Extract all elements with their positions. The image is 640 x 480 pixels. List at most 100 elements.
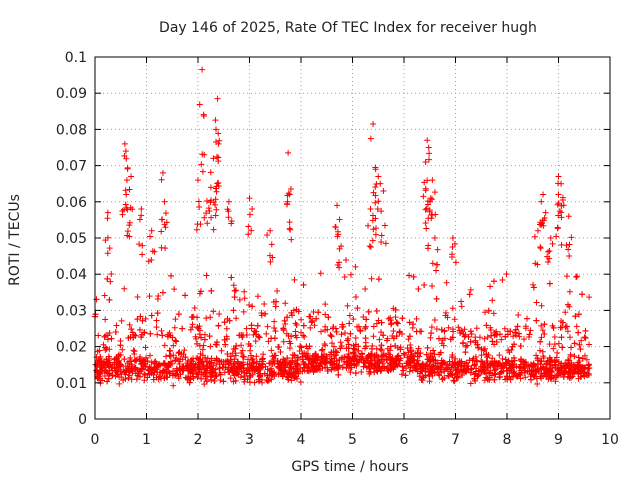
data-point xyxy=(577,346,584,353)
data-point xyxy=(104,360,111,367)
data-point xyxy=(159,289,166,296)
data-point xyxy=(96,364,103,371)
data-point xyxy=(358,350,365,357)
x-tick-label: 1 xyxy=(142,432,151,448)
data-point xyxy=(545,370,552,377)
data-point xyxy=(342,329,349,336)
data-point xyxy=(579,366,586,373)
data-point xyxy=(526,368,533,375)
data-point xyxy=(456,359,463,366)
data-point xyxy=(544,259,551,266)
data-point xyxy=(162,210,169,217)
data-point xyxy=(240,354,247,361)
data-point xyxy=(118,317,125,324)
data-point xyxy=(494,362,501,369)
data-point xyxy=(425,156,432,163)
data-point xyxy=(578,337,585,344)
data-point xyxy=(166,347,173,354)
y-tick-label: 0.03 xyxy=(56,303,87,319)
data-point xyxy=(200,112,207,119)
x-tick-label: 0 xyxy=(91,432,100,448)
data-point xyxy=(366,243,373,250)
data-point xyxy=(559,344,566,351)
data-point xyxy=(206,208,213,215)
data-point xyxy=(202,354,209,361)
data-point xyxy=(529,363,536,370)
data-point xyxy=(244,361,251,368)
data-point xyxy=(428,215,435,222)
data-point xyxy=(138,206,145,213)
data-point xyxy=(424,137,431,144)
data-point xyxy=(106,364,113,371)
data-point xyxy=(212,185,219,192)
data-point xyxy=(282,363,289,370)
data-point xyxy=(123,191,130,198)
data-point xyxy=(228,220,235,227)
data-point xyxy=(428,330,435,337)
data-point xyxy=(362,285,369,292)
data-point xyxy=(115,353,122,360)
data-point xyxy=(198,334,205,341)
data-point xyxy=(467,380,474,387)
data-point xyxy=(354,305,361,312)
data-point xyxy=(207,314,214,321)
data-point xyxy=(554,372,561,379)
data-point xyxy=(245,231,252,238)
data-point xyxy=(215,130,222,137)
data-point xyxy=(376,358,383,365)
data-point xyxy=(464,342,471,349)
data-point xyxy=(443,279,450,286)
data-point xyxy=(232,345,239,352)
data-point xyxy=(287,364,294,371)
data-point xyxy=(124,228,131,235)
data-point xyxy=(293,321,300,328)
data-point xyxy=(380,351,387,358)
data-point xyxy=(224,350,231,357)
data-point xyxy=(203,210,210,217)
data-point xyxy=(297,343,304,350)
data-point xyxy=(200,342,207,349)
data-point xyxy=(233,370,240,377)
data-point xyxy=(583,356,590,363)
data-point xyxy=(348,364,355,371)
data-point xyxy=(223,325,230,332)
data-point xyxy=(372,166,379,173)
data-point xyxy=(472,377,479,384)
data-point xyxy=(322,327,329,334)
data-point xyxy=(281,317,288,324)
data-point xyxy=(562,309,569,316)
data-point xyxy=(511,370,518,377)
data-point xyxy=(172,371,179,378)
data-point xyxy=(126,186,133,193)
data-point xyxy=(392,306,399,313)
data-point xyxy=(139,242,146,249)
data-point xyxy=(189,355,196,362)
data-point xyxy=(237,374,244,381)
data-point xyxy=(493,366,500,373)
data-point xyxy=(238,342,245,349)
data-point xyxy=(372,360,379,367)
data-point xyxy=(575,311,582,318)
data-point xyxy=(510,364,517,371)
data-point xyxy=(510,333,517,340)
data-point xyxy=(429,260,436,267)
data-point xyxy=(234,359,241,366)
data-point xyxy=(358,369,365,376)
data-point xyxy=(333,349,340,356)
data-point xyxy=(189,313,196,320)
data-point xyxy=(511,354,518,361)
data-point xyxy=(352,293,359,300)
data-point xyxy=(484,364,491,371)
data-point xyxy=(298,316,305,323)
data-point xyxy=(221,369,228,376)
data-point xyxy=(146,371,153,378)
data-point xyxy=(299,356,306,363)
data-point xyxy=(142,315,149,322)
data-point xyxy=(370,333,377,340)
data-point xyxy=(345,354,352,361)
data-point xyxy=(148,312,155,319)
data-point xyxy=(439,337,446,344)
data-point xyxy=(272,328,279,335)
data-point xyxy=(213,372,220,379)
data-point xyxy=(102,316,109,323)
